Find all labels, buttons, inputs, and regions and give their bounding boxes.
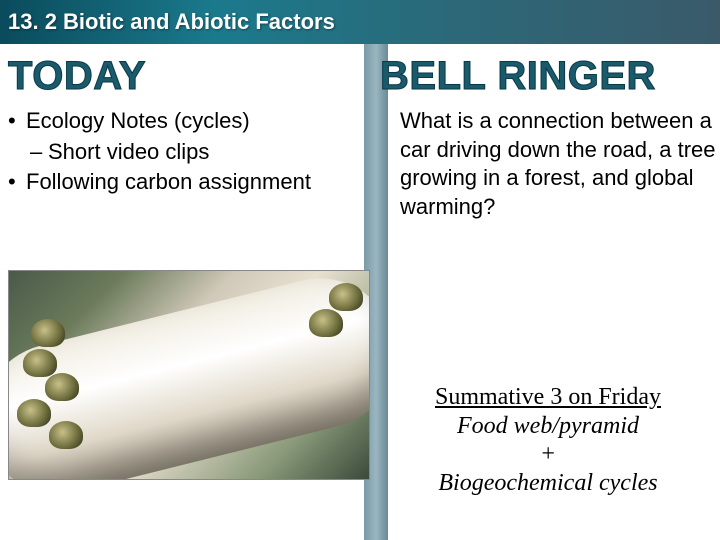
content-image (8, 270, 370, 480)
left-column: TODAY Ecology Notes (cycles) Short video… (0, 44, 360, 540)
image-detail (49, 421, 83, 449)
summative-plus: + (380, 440, 716, 469)
summative-line: Food web/pyramid (380, 412, 716, 441)
bullet-item: Short video clips (8, 138, 352, 167)
today-bullets: Ecology Notes (cycles) Short video clips… (8, 107, 352, 197)
image-detail (45, 373, 79, 401)
summative-title: Summative 3 on Friday (380, 383, 716, 412)
image-detail (309, 309, 343, 337)
bell-ringer-question: What is a connection between a car drivi… (380, 107, 716, 221)
summative-line: Biogeochemical cycles (380, 469, 716, 498)
header-bar: 13. 2 Biotic and Abiotic Factors (0, 0, 720, 44)
bullet-item: Ecology Notes (cycles) (8, 107, 352, 136)
today-heading: TODAY (8, 54, 352, 99)
bullet-item: Following carbon assignment (8, 168, 352, 197)
bell-ringer-heading: BELL RINGER (380, 54, 716, 99)
image-detail (329, 283, 363, 311)
image-detail (23, 349, 57, 377)
content-area: TODAY Ecology Notes (cycles) Short video… (0, 44, 720, 540)
image-detail (17, 399, 51, 427)
right-column: BELL RINGER What is a connection between… (360, 44, 720, 540)
summative-block: Summative 3 on Friday Food web/pyramid +… (380, 383, 716, 498)
image-detail (31, 319, 65, 347)
header-title: 13. 2 Biotic and Abiotic Factors (8, 9, 335, 35)
